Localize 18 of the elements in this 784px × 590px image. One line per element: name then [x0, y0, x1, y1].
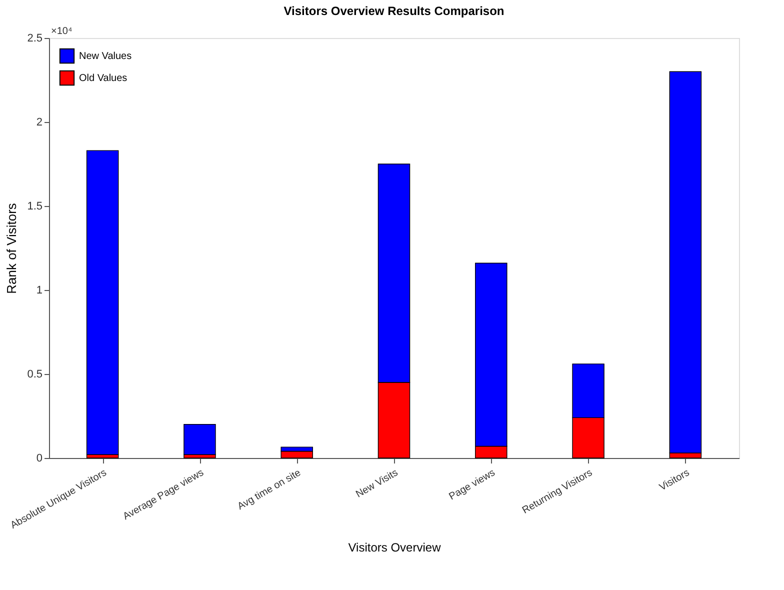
y-axis-title: Rank of Visitors [4, 202, 20, 294]
y-tick-label: 0 [36, 452, 42, 464]
legend-label: Old Values [79, 73, 128, 84]
x-tick-label: Page views [447, 468, 498, 503]
y-tick-label: 1.5 [27, 200, 42, 212]
text: ×10⁴ [51, 26, 72, 37]
y-tick-label: 2.5 [27, 32, 42, 44]
chart-title: Visitors Overview Results Comparison [284, 4, 504, 18]
x-tick-label: Avg time on site [236, 467, 304, 513]
bar [86, 150, 119, 455]
legend-label: New Values [79, 51, 132, 62]
x-axis-title: Visitors Overview [348, 540, 442, 555]
y-tick-label: 0.5 [27, 368, 42, 380]
bar [280, 450, 313, 458]
y-tick-label: 2 [36, 116, 42, 128]
bar [184, 424, 216, 455]
y-tick-label: 1 [36, 284, 42, 296]
x-tick-label: New Visits [354, 468, 400, 500]
